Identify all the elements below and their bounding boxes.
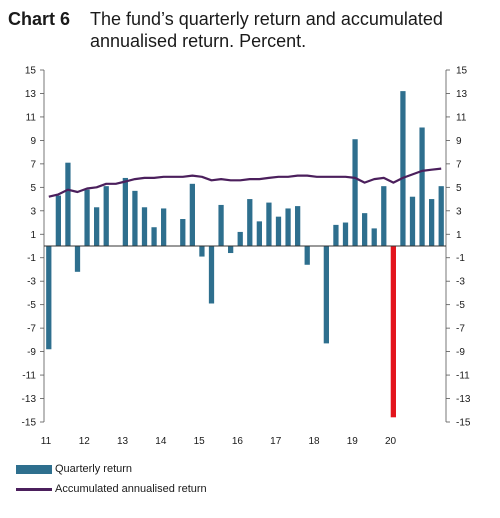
y-tick-label-right: -1 [456, 253, 465, 264]
y-tick-label-left: -9 [27, 347, 36, 358]
bar [247, 199, 253, 246]
legend-item-quarterly: Quarterly return [16, 463, 132, 475]
y-tick-label-left: 3 [30, 206, 36, 217]
bar [371, 228, 377, 246]
bar [285, 208, 291, 246]
x-tick-label: 15 [194, 436, 206, 447]
x-tick-label: 11 [41, 436, 52, 447]
y-tick-label-left: 5 [30, 183, 36, 194]
y-tick-label-right: 15 [456, 66, 468, 77]
bar [84, 189, 90, 246]
bar [409, 196, 416, 246]
chart-number: Chart 6 [8, 9, 71, 29]
bar [65, 162, 71, 246]
chart-title-line1: The fund’s quarterly return and accumula… [90, 9, 443, 29]
bar [55, 195, 61, 246]
y-tick-label-right: 9 [456, 136, 462, 147]
y-tick-label-right: 1 [456, 230, 462, 241]
bar [323, 246, 329, 344]
bar [381, 186, 387, 246]
y-tick-label-right: -7 [456, 324, 465, 335]
y-tick-label-left: 9 [30, 136, 36, 147]
bar [352, 139, 358, 246]
bar [275, 216, 282, 246]
x-tick-label: 20 [385, 436, 397, 447]
bar [362, 213, 368, 246]
bar [189, 183, 195, 246]
bar [141, 207, 148, 246]
x-tick-label: 16 [232, 436, 244, 447]
x-tick-label: 18 [308, 436, 320, 447]
y-tick-label-right: -3 [456, 277, 465, 288]
bar [419, 127, 425, 246]
x-tick-label: 12 [79, 436, 91, 447]
bar [94, 207, 100, 246]
y-tick-label-right: 5 [456, 183, 462, 194]
bar-highlight [390, 246, 396, 418]
legend-line-swatch [16, 487, 52, 491]
y-tick-label-left: -15 [22, 418, 37, 429]
bar [237, 231, 243, 246]
bar [122, 177, 128, 246]
bar [228, 246, 234, 254]
y-tick-label-right: -9 [456, 347, 465, 358]
bar [256, 221, 262, 246]
bar [438, 186, 444, 246]
y-tick-label-right: -11 [456, 371, 470, 382]
bar [400, 91, 406, 247]
y-tick-label-left: 1 [30, 230, 36, 241]
legend-bar-swatch [16, 464, 52, 474]
y-tick-label-right: 13 [456, 89, 468, 100]
y-tick-label-right: 7 [456, 159, 462, 170]
bar [266, 202, 272, 246]
y-tick-label-left: -1 [27, 253, 36, 264]
bar [208, 246, 215, 304]
bar [304, 246, 310, 265]
x-tick-label: 19 [347, 436, 359, 447]
bar [46, 246, 52, 350]
y-tick-label-right: -13 [456, 394, 471, 405]
x-tick-label: 17 [270, 436, 282, 447]
y-tick-label-left: -11 [22, 371, 36, 382]
x-tick-label: 13 [117, 436, 129, 447]
bar [333, 224, 339, 246]
y-tick-label-right: 11 [456, 112, 467, 123]
y-tick-label-left: -13 [22, 394, 37, 405]
bar [74, 246, 81, 272]
chart-title-line2: annualised return. Percent. [90, 31, 307, 51]
bar [199, 246, 205, 257]
bar [103, 186, 109, 246]
y-tick-label-left: 15 [25, 66, 37, 77]
y-tick-label-right: -5 [456, 300, 465, 311]
bar [161, 208, 167, 246]
bar [295, 206, 301, 246]
y-tick-label-left: -3 [27, 277, 36, 288]
y-tick-label-right: -15 [456, 418, 471, 429]
legend-line-label: Accumulated annualised return [55, 483, 207, 495]
y-tick-label-left: 13 [25, 89, 37, 100]
legend-bar-label: Quarterly return [55, 463, 133, 475]
y-tick-label-left: -5 [27, 300, 36, 311]
chart-title: Chart 6 The fund’s quarterly return and a… [8, 8, 493, 52]
x-tick-label: 14 [155, 436, 167, 447]
y-tick-label-left: 7 [30, 159, 36, 170]
accumulated-return-line [48, 167, 442, 198]
bar [151, 227, 157, 246]
legend-item-accumulated: Accumulated annualised return [16, 483, 207, 495]
y-tick-label-right: 3 [456, 206, 462, 217]
bar [180, 219, 186, 246]
bar [218, 204, 224, 246]
y-tick-label-left: -7 [27, 324, 36, 335]
y-tick-label-left: 11 [26, 112, 37, 123]
bar [132, 190, 138, 246]
bar [342, 222, 349, 246]
bar [429, 199, 435, 246]
